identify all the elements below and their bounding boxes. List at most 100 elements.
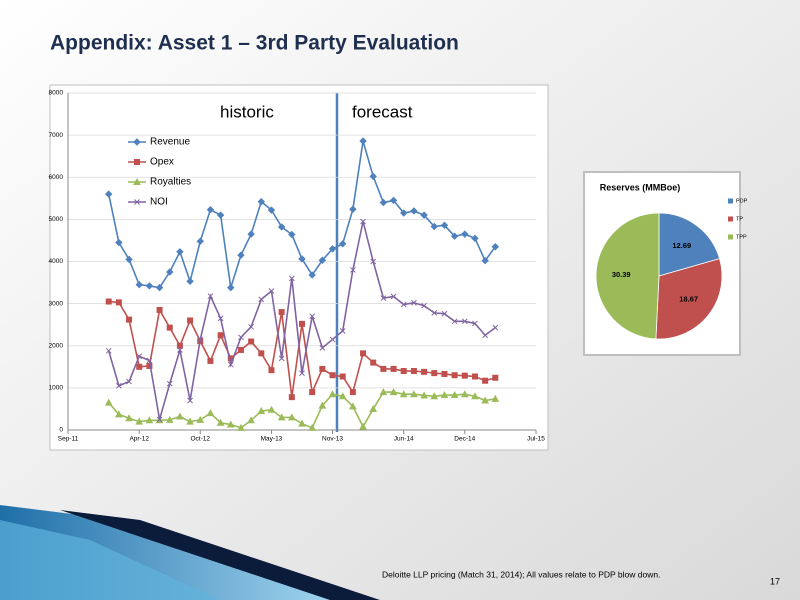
legend-marker bbox=[133, 138, 141, 146]
legend-label: PDP bbox=[736, 198, 748, 204]
x-tick-label: Dec-14 bbox=[454, 436, 475, 443]
data-label: 12.69 bbox=[672, 241, 691, 250]
point bbox=[145, 282, 154, 290]
point bbox=[237, 346, 244, 353]
point bbox=[217, 315, 224, 322]
point bbox=[104, 398, 113, 406]
point bbox=[156, 306, 163, 313]
point bbox=[410, 390, 418, 398]
point bbox=[135, 280, 143, 289]
point bbox=[481, 256, 489, 265]
point bbox=[461, 230, 469, 238]
point bbox=[492, 374, 499, 381]
point bbox=[166, 380, 173, 387]
point bbox=[105, 298, 112, 305]
point bbox=[380, 295, 387, 302]
point bbox=[379, 198, 388, 207]
point bbox=[166, 324, 173, 331]
point bbox=[491, 394, 500, 402]
point bbox=[247, 230, 255, 238]
point bbox=[155, 283, 164, 292]
point bbox=[187, 317, 194, 324]
point bbox=[186, 277, 194, 286]
x-tick-label: Sep-11 bbox=[58, 436, 79, 443]
point bbox=[288, 275, 295, 282]
point bbox=[105, 347, 112, 354]
point bbox=[146, 357, 153, 364]
point bbox=[136, 353, 143, 360]
point bbox=[411, 299, 417, 306]
pie-slice bbox=[655, 258, 723, 340]
point bbox=[176, 412, 184, 420]
point bbox=[491, 243, 500, 251]
point bbox=[450, 232, 459, 240]
point bbox=[379, 388, 388, 396]
y-tick-label: 2000 bbox=[49, 342, 64, 349]
legend-label: TPP bbox=[736, 234, 747, 240]
point bbox=[472, 320, 478, 327]
point bbox=[115, 238, 123, 247]
y-tick-label: 5000 bbox=[49, 216, 64, 223]
legend-marker bbox=[133, 177, 141, 185]
y-tick-label: 8000 bbox=[49, 90, 64, 97]
point bbox=[216, 211, 225, 219]
point bbox=[187, 397, 193, 404]
point bbox=[278, 309, 285, 316]
point bbox=[258, 296, 265, 303]
point bbox=[431, 310, 438, 316]
point bbox=[430, 392, 439, 400]
point bbox=[440, 221, 449, 229]
point bbox=[299, 320, 305, 327]
point bbox=[360, 350, 367, 357]
point bbox=[359, 422, 367, 430]
point bbox=[216, 418, 225, 426]
data-label: 18.67 bbox=[679, 294, 698, 303]
point bbox=[309, 313, 316, 320]
point bbox=[248, 338, 255, 345]
point bbox=[420, 211, 428, 219]
point bbox=[288, 230, 296, 239]
point bbox=[360, 218, 366, 225]
point bbox=[471, 234, 479, 243]
point bbox=[248, 323, 254, 330]
x-tick-label: Jul-15 bbox=[527, 436, 545, 443]
point bbox=[369, 404, 378, 412]
point bbox=[441, 310, 448, 317]
point bbox=[206, 409, 215, 417]
point bbox=[277, 223, 286, 231]
legend-label: NOI bbox=[150, 197, 168, 208]
y-tick-label: 0 bbox=[59, 427, 63, 434]
point bbox=[177, 347, 183, 353]
point bbox=[308, 271, 316, 279]
point bbox=[237, 251, 245, 259]
x-tick-label: May-13 bbox=[261, 436, 283, 443]
point bbox=[277, 413, 286, 421]
data-label: 30.39 bbox=[612, 270, 631, 279]
point bbox=[268, 367, 275, 374]
point bbox=[257, 406, 266, 415]
point bbox=[441, 370, 448, 377]
x-tick-label: Nov-13 bbox=[322, 436, 343, 443]
point bbox=[349, 205, 357, 213]
point bbox=[247, 416, 255, 424]
point bbox=[420, 391, 428, 399]
point bbox=[370, 359, 377, 366]
point bbox=[125, 255, 133, 264]
point bbox=[421, 368, 428, 375]
point bbox=[267, 206, 276, 214]
point bbox=[482, 332, 488, 339]
point bbox=[299, 370, 305, 376]
point bbox=[338, 240, 347, 248]
point bbox=[349, 402, 357, 410]
legend-swatch bbox=[728, 234, 733, 240]
point bbox=[471, 392, 479, 400]
point bbox=[227, 283, 235, 292]
point bbox=[125, 414, 133, 422]
point bbox=[451, 372, 458, 379]
decoration bbox=[0, 520, 220, 600]
point bbox=[430, 222, 438, 231]
point bbox=[176, 342, 183, 349]
point bbox=[257, 197, 266, 206]
point bbox=[338, 392, 347, 400]
